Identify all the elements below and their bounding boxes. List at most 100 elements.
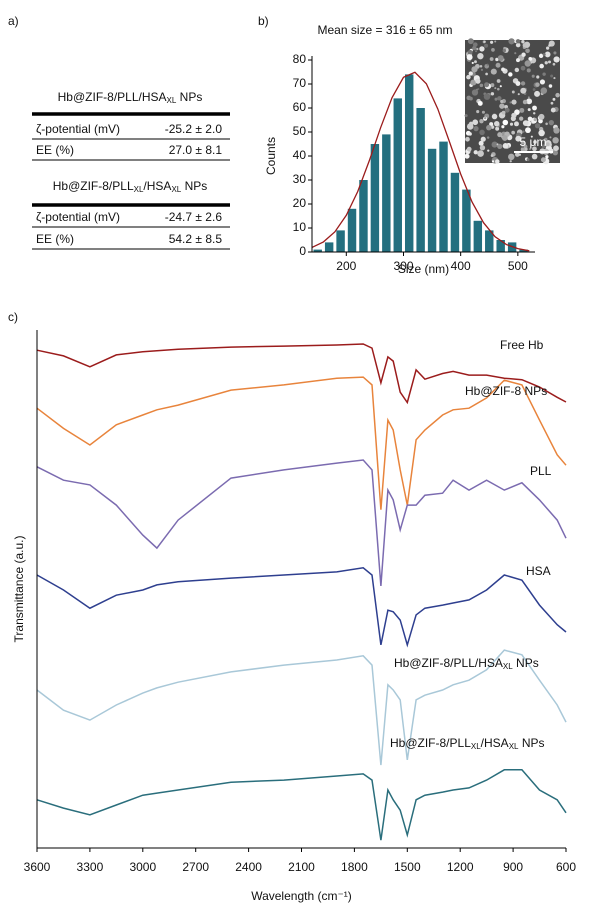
table-header: Hb@ZIF-8/PLL/HSAXL NPs	[58, 90, 203, 105]
x-tick-label: 1500	[394, 860, 421, 874]
text-run: /HSA	[143, 179, 171, 193]
inset-grain	[467, 38, 474, 45]
inset-grain	[468, 132, 472, 136]
inset-grain	[536, 75, 540, 79]
inset-grain	[479, 64, 483, 68]
y-tick-label: 50	[293, 124, 307, 138]
inset-grain	[548, 84, 553, 88]
inset-grain	[490, 68, 497, 75]
inset-grain	[548, 143, 552, 147]
inset-grain	[495, 126, 500, 131]
inset-grain	[466, 54, 473, 61]
inset-grain	[531, 74, 535, 78]
y-tick-label: 80	[293, 52, 307, 66]
inset-grain	[519, 107, 525, 113]
inset-grain	[508, 72, 513, 77]
inset-grain	[484, 82, 490, 88]
inset-grain	[546, 46, 550, 50]
inset-grain	[486, 136, 490, 139]
spectrum-line	[36, 343, 567, 405]
inset-grain	[468, 71, 473, 76]
histogram-bar	[324, 242, 334, 252]
text-run: NPs	[181, 179, 207, 193]
inset-grain	[539, 63, 544, 69]
inset-grain	[511, 130, 515, 135]
spectrum-line	[36, 649, 567, 766]
text-run: NPs	[176, 90, 202, 104]
table-cell: ζ-potential (mV)	[36, 122, 120, 136]
x-tick-label: 3300	[77, 860, 104, 874]
inset-grain	[508, 153, 515, 161]
text-run: NPs	[513, 656, 539, 670]
inset-grain	[479, 83, 484, 88]
inset-grain	[548, 60, 551, 64]
inset-grain	[490, 154, 494, 157]
chart-title: Mean size = 316 ± 65 nm	[318, 23, 453, 37]
inset-grain	[522, 130, 525, 133]
inset-grain	[544, 137, 548, 142]
x-tick-label: 3000	[129, 860, 156, 874]
table-cell: 54.2 ± 8.5	[169, 232, 223, 246]
inset-grain	[491, 113, 498, 120]
table-header: Hb@ZIF-8/PLLXL/HSAXL NPs	[53, 179, 208, 194]
inset-grain	[481, 110, 485, 114]
inset-grain	[466, 123, 474, 130]
x-tick-label: 3600	[24, 860, 51, 874]
inset-grain	[476, 110, 480, 114]
inset-grain	[491, 160, 495, 163]
table-cell: 27.0 ± 8.1	[169, 143, 223, 157]
inset-grain	[501, 135, 508, 141]
inset-grain	[478, 140, 484, 146]
y-tick-label: 40	[293, 148, 307, 162]
text-run: NPs	[518, 736, 544, 750]
inset-grain	[501, 110, 506, 115]
inset-grain	[477, 52, 484, 60]
inset-grain	[550, 107, 556, 113]
inset-grain	[517, 93, 520, 96]
inset-grain	[534, 123, 541, 129]
histogram-bar	[382, 134, 391, 252]
inset-grain	[516, 58, 520, 63]
inset-grain	[533, 140, 537, 144]
inset-grain	[553, 56, 560, 63]
inset-grain	[472, 42, 478, 47]
inset-grain	[479, 46, 485, 52]
y-axis-label: Transmittance (a.u.)	[12, 536, 26, 643]
inset-grain	[473, 150, 478, 155]
y-axis-label: Counts	[264, 137, 278, 175]
inset-grain	[470, 79, 477, 86]
inset-grain	[538, 113, 545, 120]
x-tick-label: 900	[503, 860, 523, 874]
inset-grain	[538, 53, 544, 59]
inset-grain	[514, 121, 519, 127]
inset-grain	[544, 61, 548, 65]
inset-grain	[473, 126, 479, 132]
inset-grain	[548, 120, 554, 126]
x-tick-label: 500	[508, 259, 528, 273]
series-label: Hb@ZIF-8 NPs	[465, 384, 547, 398]
y-tick-label: 60	[293, 100, 307, 114]
inset-grain	[483, 40, 486, 43]
spectrum-line	[36, 567, 567, 648]
inset-grain	[524, 60, 532, 67]
fit-curve	[311, 71, 530, 252]
inset-grain	[467, 49, 473, 55]
inset-grain	[502, 48, 507, 53]
inset-grain	[497, 143, 503, 149]
histogram-bar	[393, 98, 402, 253]
inset-grain	[496, 79, 501, 83]
y-tick-label: 0	[299, 244, 306, 258]
inset-grain	[532, 88, 536, 91]
inset-grain	[515, 39, 521, 44]
inset-grain	[495, 62, 501, 68]
inset-grain	[494, 40, 497, 43]
histogram-bar	[347, 208, 357, 252]
inset-grain	[494, 120, 500, 127]
inset-grain	[522, 99, 528, 105]
inset-grain	[501, 67, 505, 72]
inset-grain	[489, 122, 494, 127]
inset-grain	[525, 127, 531, 134]
inset-grain	[491, 141, 498, 148]
inset-grain	[500, 99, 504, 104]
histogram-bar	[473, 220, 483, 252]
